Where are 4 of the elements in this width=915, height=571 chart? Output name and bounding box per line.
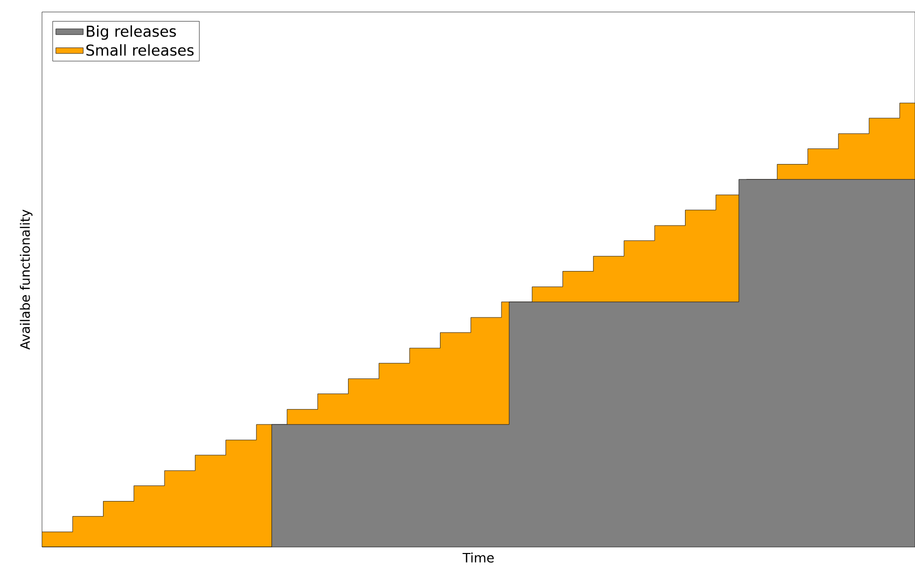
x-axis-title: Time — [462, 552, 494, 563]
y-axis-title: Availabe functionality — [20, 210, 32, 350]
legend-label: Small releases — [86, 44, 194, 56]
legend-label: Big releases — [86, 25, 176, 40]
